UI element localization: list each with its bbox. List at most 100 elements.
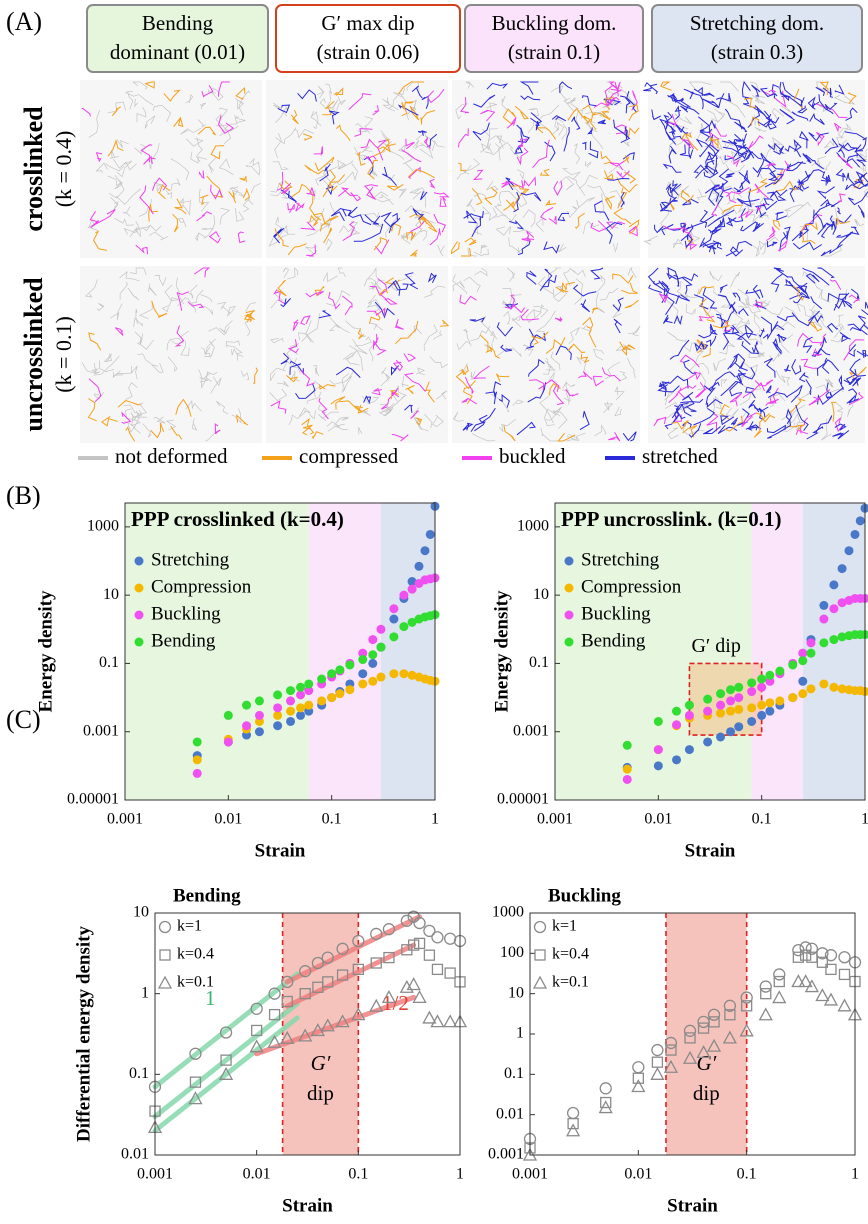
fiber bbox=[134, 98, 139, 108]
fiber bbox=[132, 81, 148, 90]
fiber bbox=[461, 365, 469, 376]
header-box bbox=[464, 4, 644, 73]
fiber bbox=[665, 402, 689, 413]
fiber bbox=[755, 203, 767, 212]
legend-marker bbox=[564, 637, 574, 647]
fiber bbox=[337, 267, 346, 278]
fiber bbox=[105, 163, 125, 172]
fiber bbox=[309, 214, 320, 227]
data-point bbox=[741, 1000, 753, 1012]
fiber bbox=[167, 356, 178, 373]
fiber bbox=[681, 132, 693, 141]
fiber bbox=[567, 175, 586, 196]
panel-label: (B) bbox=[6, 481, 41, 510]
fiber bbox=[754, 105, 771, 126]
x-tick-label: 1 bbox=[456, 1166, 464, 1183]
fiber bbox=[624, 126, 628, 139]
fiber bbox=[365, 155, 377, 165]
fiber bbox=[615, 344, 633, 351]
data-point bbox=[420, 546, 430, 556]
fiber bbox=[287, 202, 295, 214]
legend-marker bbox=[564, 556, 574, 566]
fiber bbox=[526, 270, 537, 285]
fiber bbox=[824, 139, 835, 149]
fiber bbox=[571, 116, 581, 130]
fiber bbox=[685, 132, 699, 151]
fiber bbox=[530, 112, 543, 124]
fiber bbox=[405, 385, 415, 395]
fiber bbox=[190, 151, 207, 164]
fiber bbox=[763, 357, 776, 378]
fiber bbox=[141, 224, 162, 232]
fiber bbox=[624, 299, 639, 309]
fiber bbox=[680, 233, 693, 249]
fiber bbox=[671, 180, 678, 197]
fiber bbox=[384, 298, 398, 305]
fiber bbox=[544, 408, 557, 426]
fiber bbox=[722, 330, 731, 350]
fiber bbox=[161, 296, 173, 313]
fiber bbox=[804, 209, 815, 231]
fiber bbox=[313, 365, 320, 377]
fiber bbox=[352, 339, 368, 355]
data-point bbox=[758, 1007, 773, 1021]
data-point bbox=[422, 1010, 437, 1024]
data-point bbox=[223, 710, 233, 720]
fiber bbox=[555, 345, 572, 360]
fiber bbox=[617, 187, 628, 209]
fiber bbox=[667, 331, 687, 342]
fiber bbox=[536, 104, 560, 123]
data-point bbox=[773, 968, 786, 981]
fiber bbox=[539, 395, 554, 424]
fiber bbox=[605, 221, 623, 244]
data-point bbox=[837, 598, 847, 608]
fiber bbox=[440, 319, 450, 327]
fiber bbox=[366, 302, 389, 313]
fiber bbox=[659, 196, 677, 212]
data-point bbox=[599, 1082, 612, 1095]
data-point bbox=[389, 669, 399, 679]
fiber bbox=[668, 387, 682, 403]
fiber bbox=[779, 230, 788, 252]
fiber bbox=[590, 267, 604, 280]
data-point bbox=[838, 968, 851, 981]
fiber bbox=[770, 273, 783, 293]
fiber bbox=[252, 367, 259, 384]
fiber bbox=[528, 328, 546, 342]
fiber bbox=[242, 198, 250, 213]
fiber bbox=[752, 301, 763, 308]
fiber bbox=[206, 371, 218, 382]
fiber bbox=[398, 144, 413, 159]
fiber bbox=[745, 386, 756, 399]
fiber bbox=[671, 419, 689, 430]
fiber bbox=[366, 186, 376, 201]
fiber bbox=[309, 193, 322, 221]
fiber bbox=[725, 217, 737, 227]
fiber bbox=[556, 121, 565, 136]
fiber bbox=[796, 105, 808, 114]
data-point bbox=[358, 648, 368, 658]
fiber bbox=[668, 93, 677, 103]
fiber bbox=[409, 188, 422, 200]
fiber bbox=[606, 89, 623, 107]
fiber bbox=[748, 333, 763, 346]
fiber bbox=[757, 167, 777, 180]
fiber bbox=[591, 307, 599, 314]
fiber bbox=[527, 121, 548, 134]
fiber bbox=[380, 403, 395, 413]
fiber bbox=[697, 116, 710, 132]
fiber bbox=[752, 159, 765, 174]
fiber bbox=[763, 198, 774, 206]
fiber bbox=[533, 305, 549, 318]
fiber bbox=[185, 138, 204, 147]
fiber bbox=[775, 211, 788, 221]
fiber bbox=[755, 200, 778, 211]
fiber bbox=[173, 116, 184, 128]
fiber bbox=[835, 168, 847, 182]
fiber bbox=[489, 127, 498, 138]
data-point bbox=[716, 689, 726, 699]
data-point bbox=[806, 638, 816, 648]
fiber bbox=[591, 111, 611, 121]
fiber bbox=[834, 417, 844, 433]
fiber bbox=[776, 180, 805, 192]
